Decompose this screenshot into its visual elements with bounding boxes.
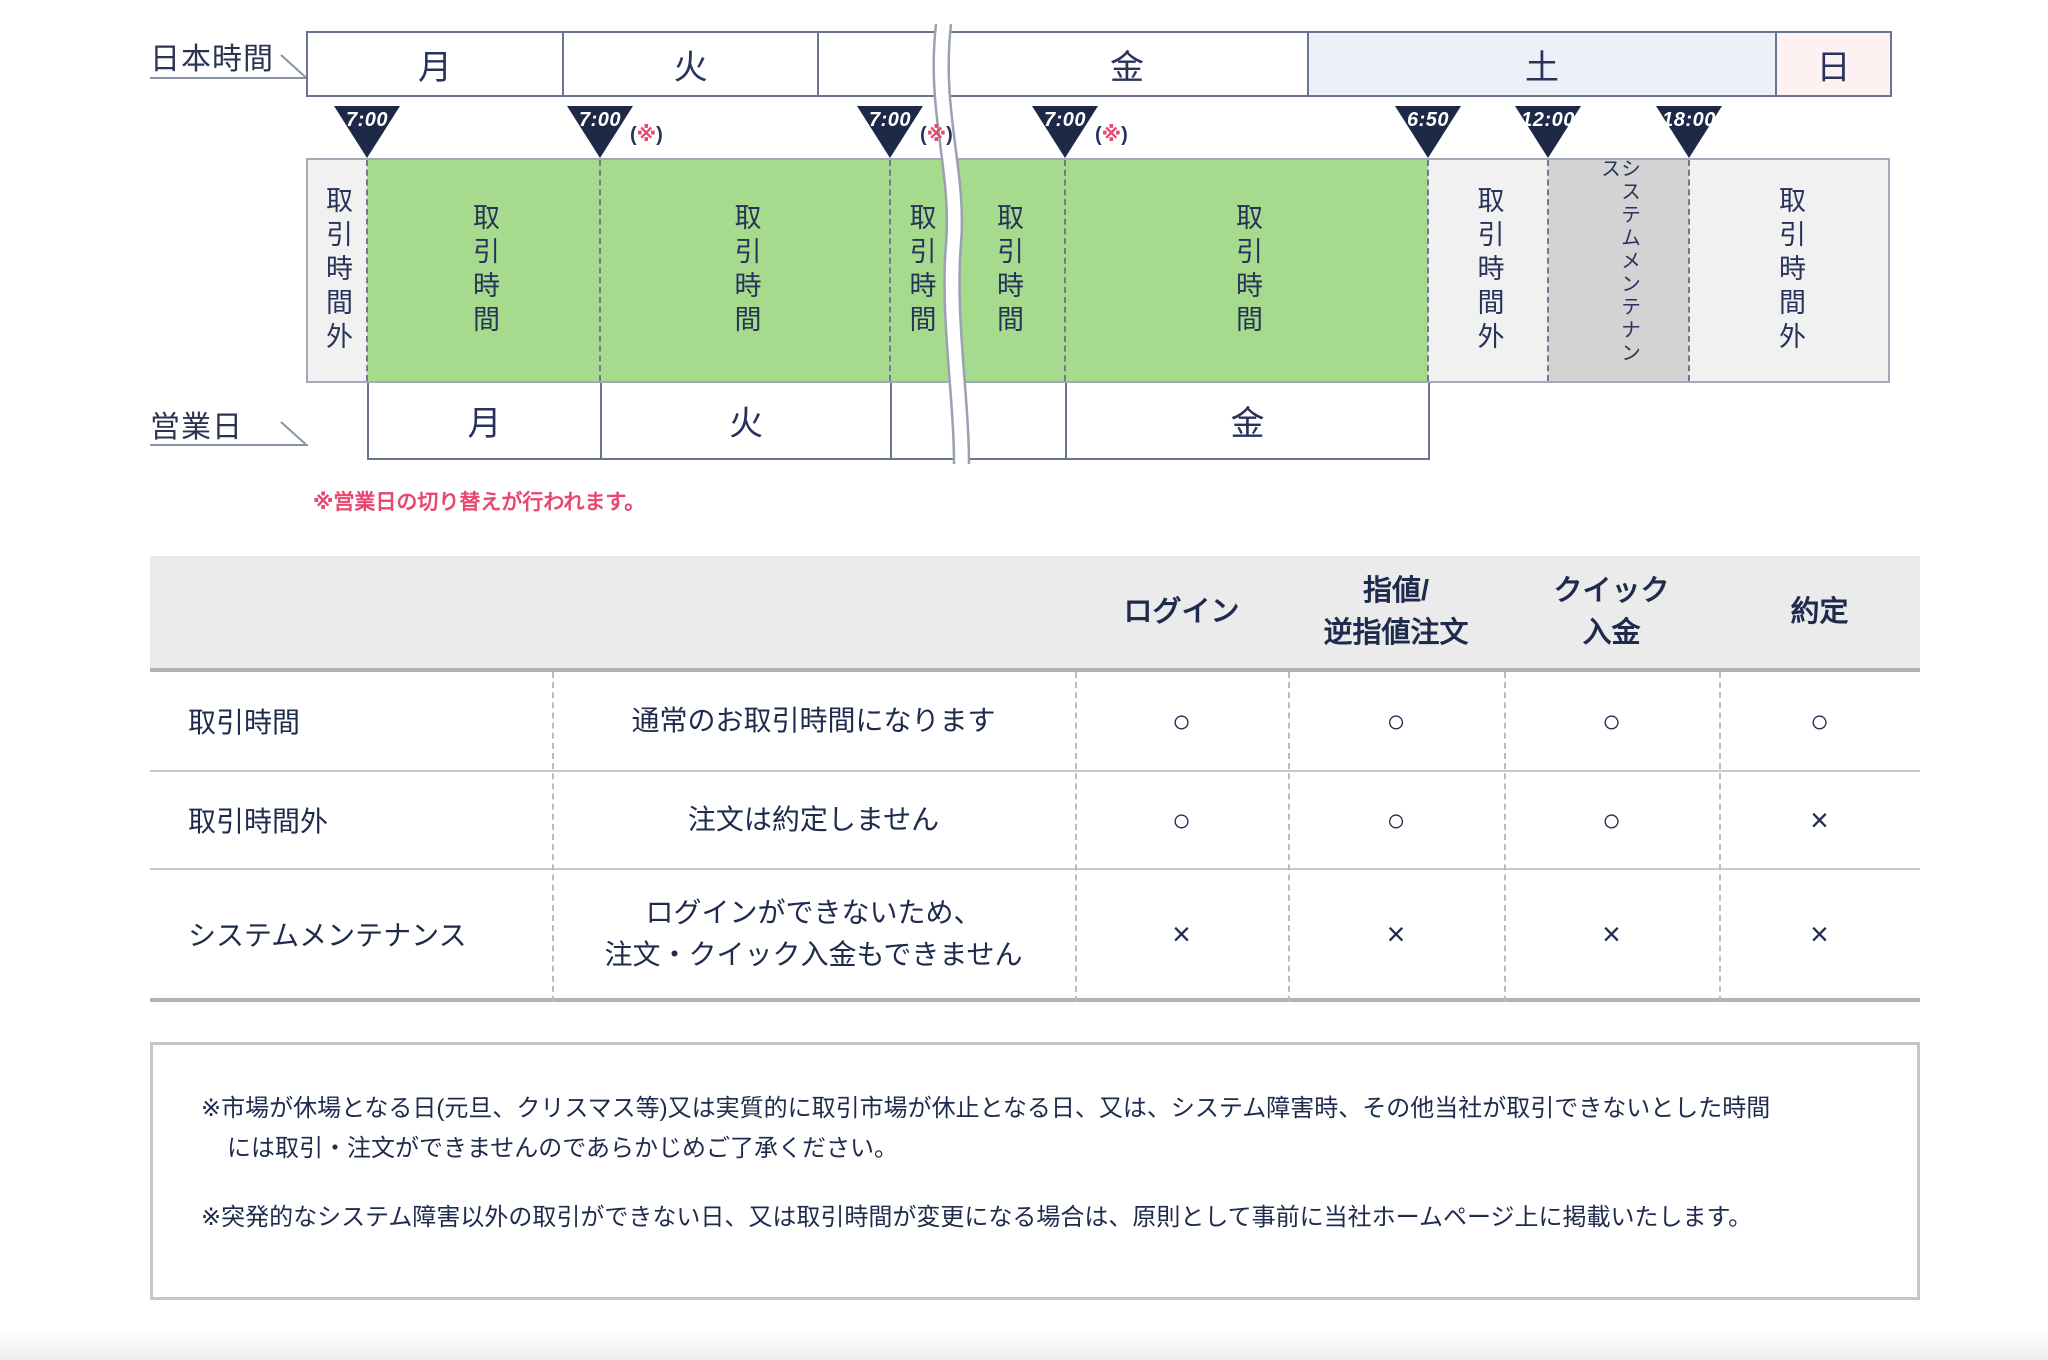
marker-time: 7:00	[1043, 109, 1087, 131]
marker-asterisk-note: (※)	[1095, 124, 1128, 146]
row-description: 注文は約定しません	[687, 804, 940, 835]
mark-orders: ×	[1386, 915, 1406, 952]
mark-login: ○	[1171, 801, 1192, 838]
business-day-tick	[280, 421, 307, 445]
time-marker-wed-open: 7:00	[857, 106, 923, 158]
mark-execution: ×	[1810, 915, 1829, 952]
marker-dash-line	[889, 160, 891, 381]
table-header-row: ログイン 指値/逆指値注文 クイック 入金 約定	[150, 556, 1920, 672]
day-header-sun: 日	[1775, 31, 1892, 97]
header-cell-empty	[552, 556, 1075, 668]
header-cell-login: ログイン	[1123, 595, 1240, 628]
marker-time: 7:00	[868, 109, 912, 131]
column-divider	[1075, 672, 1077, 1002]
business-day-value: 金	[1230, 405, 1265, 443]
footnotes-box: ※市場が休場となる日(元旦、クリスマス等)又は実質的に取引市場が休止となる日、又…	[150, 1042, 1920, 1300]
header-cell-limit-orders: 指値/逆指値注文	[1323, 574, 1469, 649]
mark-deposit: ○	[1601, 801, 1622, 838]
business-day-value: 月	[467, 405, 502, 443]
time-marker-maint-start: 12:00	[1515, 106, 1581, 158]
day-header-mon: 月	[306, 31, 564, 97]
band-segment-open-wed: 取引時間	[890, 158, 950, 383]
marker-time: 12:00	[1521, 109, 1575, 131]
japan-time-underline	[150, 77, 307, 79]
day-label: 土	[1525, 48, 1559, 87]
row-label: システムメンテナンス	[188, 920, 467, 951]
band-segment-closed: 取引時間外	[306, 158, 367, 383]
mark-deposit: ×	[1602, 915, 1621, 952]
time-marker-tue-open: 7:00	[567, 106, 633, 158]
table-row-system-maintenance: システムメンテナンス ログインができないため、 注文・クイック入金もできません ×…	[150, 870, 1920, 1002]
band-segment-open-tue: 取引時間	[600, 158, 890, 383]
mark-execution: ○	[1809, 702, 1830, 739]
column-divider	[1288, 672, 1290, 1002]
marker-time: 7:00	[578, 109, 622, 131]
column-divider	[1504, 672, 1506, 1002]
day-label: 日	[1816, 48, 1851, 87]
marker-time: 7:00	[345, 109, 389, 131]
column-divider	[1719, 672, 1721, 1002]
business-day-fri: 金	[1065, 381, 1430, 460]
footnote-1: ※市場が休場となる日(元旦、クリスマス等)又は実質的に取引市場が休止となる日、又…	[201, 1095, 1771, 1162]
marker-time: 6:50	[1406, 109, 1450, 131]
header-cell-empty	[150, 556, 552, 668]
japan-time-label: 日本時間	[150, 43, 274, 76]
day-label: 月	[418, 48, 452, 87]
day-header-fri: 金	[945, 31, 1309, 97]
day-header-sat: 土	[1307, 31, 1777, 97]
band-segment-maintenance: システムメンテナンス	[1548, 158, 1689, 383]
band-segment-closed-sun: 取引時間外	[1689, 158, 1890, 383]
row-description: 通常のお取引時間になります	[631, 705, 996, 736]
business-day-tue: 火	[600, 381, 892, 460]
footnote-2: ※突発的なシステム障害以外の取引ができない日、又は取引時間が変更になる場合は、原…	[201, 1204, 1753, 1232]
business-day-switch-note: ※営業日の切り替えが行われます。	[313, 491, 646, 514]
mark-deposit: ○	[1601, 702, 1622, 739]
band-segment-open-thu: 取引時間	[950, 158, 1065, 383]
marker-asterisk-note: (※)	[920, 124, 953, 146]
day-label: 火	[673, 48, 708, 87]
band-segment-open-mon: 取引時間	[367, 158, 600, 383]
table-row-trading-hours: 取引時間 通常のお取引時間になります ○ ○ ○ ○	[150, 672, 1920, 772]
page-bottom-strip	[0, 1330, 2048, 1360]
asterisk-icon: ※	[1101, 124, 1122, 146]
asterisk-icon: ※	[636, 124, 657, 146]
header-cell-execution: 約定	[1790, 595, 1849, 628]
row-label: 取引時間外	[188, 806, 329, 837]
time-marker-fri-open: 7:00	[1032, 106, 1098, 158]
marker-dash-line	[1547, 160, 1549, 381]
mark-orders: ○	[1386, 702, 1406, 739]
time-marker-sat-close: 6:50	[1395, 106, 1461, 158]
header-cell-quick-deposit: クイック 入金	[1553, 574, 1670, 649]
marker-dash-line	[1427, 160, 1429, 381]
business-day-mon: 月	[367, 381, 602, 460]
time-marker-maint-end: 18:00	[1656, 106, 1722, 158]
row-label: 取引時間	[188, 707, 301, 738]
marker-dash-line	[599, 160, 601, 381]
marker-dash-line	[1688, 160, 1690, 381]
japan-time-tick	[280, 54, 307, 78]
day-label: 金	[1110, 48, 1144, 87]
table-row-outside-hours: 取引時間外 注文は約定しません ○ ○ ○ ×	[150, 772, 1920, 870]
business-day-value: 火	[729, 405, 763, 443]
band-segment-closed-sat: 取引時間外	[1428, 158, 1548, 383]
mark-login: ○	[1171, 702, 1192, 739]
asterisk-icon: ※	[926, 124, 947, 146]
marker-asterisk-note: (※)	[630, 124, 663, 146]
business-day-underline	[150, 444, 308, 446]
table-body: 取引時間 通常のお取引時間になります ○ ○ ○ ○ 取引時間外 注文は約定しま…	[150, 672, 1920, 1002]
marker-dash-line	[1064, 160, 1066, 381]
row-description: ログインができないため、 注文・クイック入金もできません	[604, 897, 1023, 970]
marker-dash-line	[366, 160, 368, 381]
mark-orders: ○	[1386, 801, 1406, 838]
column-divider	[552, 672, 554, 1002]
marker-time: 18:00	[1662, 109, 1716, 131]
mark-execution: ×	[1810, 801, 1829, 838]
timeline-break-icon	[932, 24, 971, 464]
mark-login: ×	[1172, 915, 1191, 952]
time-marker-mon-open: 7:00	[334, 106, 400, 158]
band-segment-open-fri: 取引時間	[1065, 158, 1428, 383]
day-header-tue: 火	[562, 31, 819, 97]
business-day-label: 営業日	[150, 411, 243, 444]
